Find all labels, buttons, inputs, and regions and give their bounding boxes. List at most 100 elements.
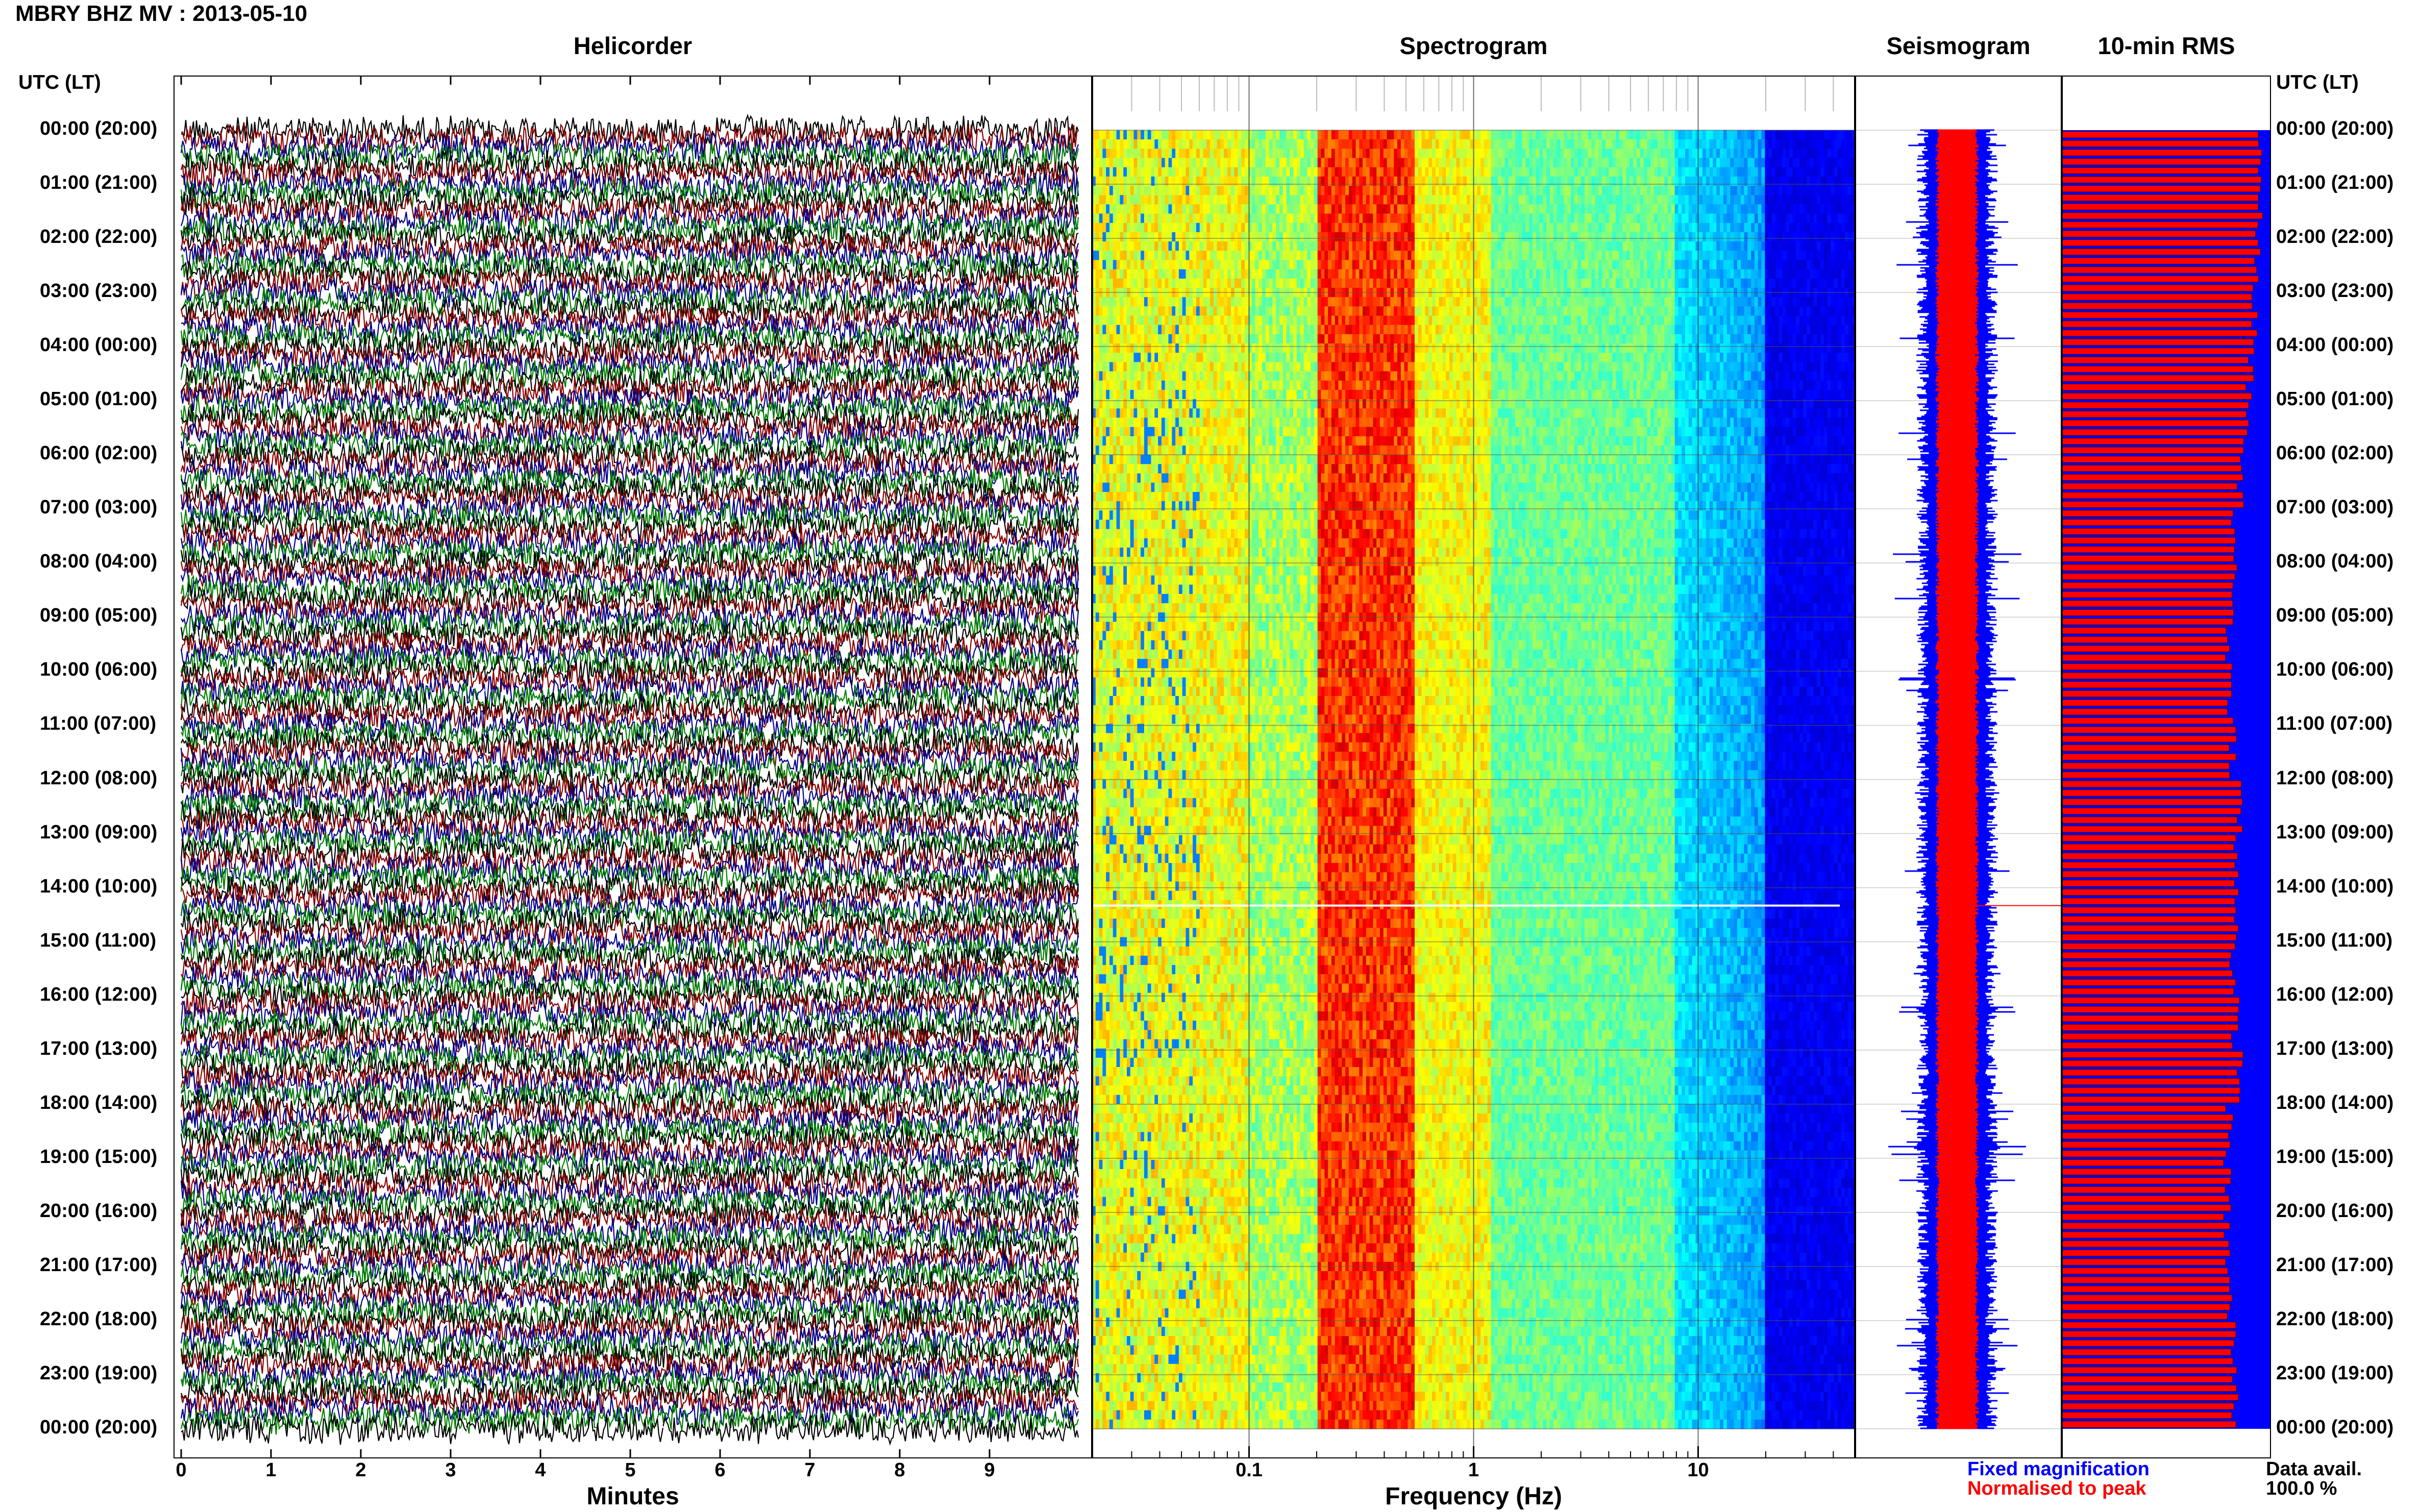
spectrogram-cell (1477, 139, 1481, 149)
spectrogram-cell (1553, 204, 1558, 214)
spectrogram-cell (1220, 167, 1224, 177)
spectrogram-cell (1127, 167, 1131, 177)
spectrogram-cell (1394, 278, 1398, 288)
spectrogram-cell (1324, 158, 1328, 168)
helicorder-speck (399, 1245, 401, 1247)
spectrogram-cell (1265, 269, 1270, 279)
spectrogram-cell (1272, 222, 1276, 233)
spectrogram-cell (1661, 232, 1665, 242)
spectrogram-cell (1581, 278, 1585, 288)
spectrogram-cell (1456, 186, 1460, 195)
spectrogram-cell (1688, 186, 1693, 195)
helicorder-speck (496, 599, 498, 601)
spectrogram-cell (1245, 139, 1249, 149)
helicorder-speck (459, 614, 461, 617)
helicorder-speck (771, 490, 773, 492)
spectrogram-cell (1168, 176, 1172, 186)
spectrogram-cell (1296, 213, 1301, 224)
spectrogram-cell (1838, 241, 1842, 251)
helicorder-speck (808, 378, 810, 381)
helicorder-speck (752, 939, 753, 942)
spectrogram-cell (1771, 251, 1776, 261)
spectrogram-cell (1512, 186, 1516, 195)
helicorder-speck (1056, 1298, 1058, 1301)
spectrogram-cell (1678, 167, 1682, 177)
spectrogram-cell (1342, 158, 1346, 168)
helicorder-speck (1052, 287, 1054, 289)
spectrogram-cell (1765, 278, 1769, 288)
spectrogram-cell (1345, 251, 1349, 261)
spectrogram-cell (1605, 260, 1610, 270)
spectrogram-cell (1411, 232, 1415, 242)
spectrogram-cell (1137, 195, 1141, 205)
spectrogram-cell (1799, 251, 1804, 261)
spectrogram-cell (1619, 148, 1623, 159)
spectrogram-cell (1321, 204, 1325, 214)
spectrogram-cell (1449, 251, 1453, 261)
spectrogram-cell (1487, 186, 1492, 195)
spectrogram-cell (1480, 186, 1485, 195)
spectrogram-cell (1657, 148, 1662, 159)
spectrogram-cell (1151, 213, 1155, 224)
spectrogram-cell (1522, 139, 1526, 149)
spectrogram-cell (1161, 278, 1166, 288)
spectrogram-cell (1657, 232, 1662, 242)
spectrogram-cell (1442, 167, 1446, 177)
spectrogram-cell (1823, 130, 1828, 140)
helicorder-speck (466, 1256, 467, 1259)
helicorder-speck (951, 1374, 952, 1377)
spectrogram-cell (1768, 158, 1772, 168)
spectrogram-cell (1852, 241, 1855, 251)
spectrogram-cell (1408, 167, 1412, 177)
spectrogram-cell (1525, 260, 1529, 270)
spectrogram-cell (1196, 158, 1200, 168)
spectrogram-cell (1133, 186, 1138, 195)
helicorder-speck (600, 476, 602, 478)
spectrogram-cell (1369, 186, 1373, 195)
spectrogram-cell (1311, 213, 1315, 224)
helicorder-speck (823, 592, 824, 594)
spectrogram-cell (1504, 222, 1509, 233)
spectrogram-cell (1626, 167, 1630, 177)
spectrogram-cell (1622, 130, 1627, 140)
spectrogram-cell (1439, 204, 1443, 214)
helicorder-speck (706, 306, 707, 308)
spectrogram-cell (1668, 204, 1672, 214)
spectrogram-cell (1668, 260, 1672, 270)
spectrogram-cell (1550, 158, 1554, 168)
helicorder-speck (800, 1077, 802, 1079)
spectrogram-cell (1255, 204, 1259, 214)
spectrogram-cell (1609, 251, 1613, 261)
spectrogram-cell (1574, 195, 1578, 205)
spectrogram-cell (1269, 251, 1273, 261)
spectrogram-cell (1848, 241, 1852, 251)
spectrogram-cell (1581, 130, 1585, 140)
spectrogram-cell (1245, 232, 1249, 242)
spectrogram-cell (1373, 251, 1377, 261)
spectrogram-cell (1158, 278, 1162, 288)
helicorder-speck (627, 1012, 629, 1014)
spectrogram-cell (1172, 260, 1176, 270)
helicorder-speck (587, 1234, 588, 1237)
spectrogram-cell (1147, 251, 1152, 261)
spectrogram-cell (1674, 195, 1679, 205)
helicorder-speck (470, 1428, 472, 1430)
helicorder-speck (274, 805, 275, 808)
spectrogram-cell (1779, 269, 1783, 279)
spectrogram-cell (1803, 269, 1807, 279)
spectrogram-cell (1258, 148, 1263, 159)
spectrogram-cell (1740, 167, 1745, 177)
spectrogram-cell (1747, 130, 1751, 140)
spectrogram-cell (1789, 148, 1793, 159)
spectrogram-cell (1262, 130, 1266, 140)
spectrogram-cell (1311, 251, 1315, 261)
spectrogram-cell (1758, 204, 1762, 214)
spectrogram-cell (1230, 186, 1235, 195)
spectrogram-cell (1699, 195, 1703, 205)
helicorder-speck (1008, 865, 1010, 867)
helicorder-speck (254, 778, 255, 780)
helicorder-speck (681, 778, 683, 781)
spectrogram-cell (1720, 204, 1724, 214)
spectrogram-cell (1109, 139, 1114, 149)
spectrogram-cell (1345, 204, 1349, 214)
